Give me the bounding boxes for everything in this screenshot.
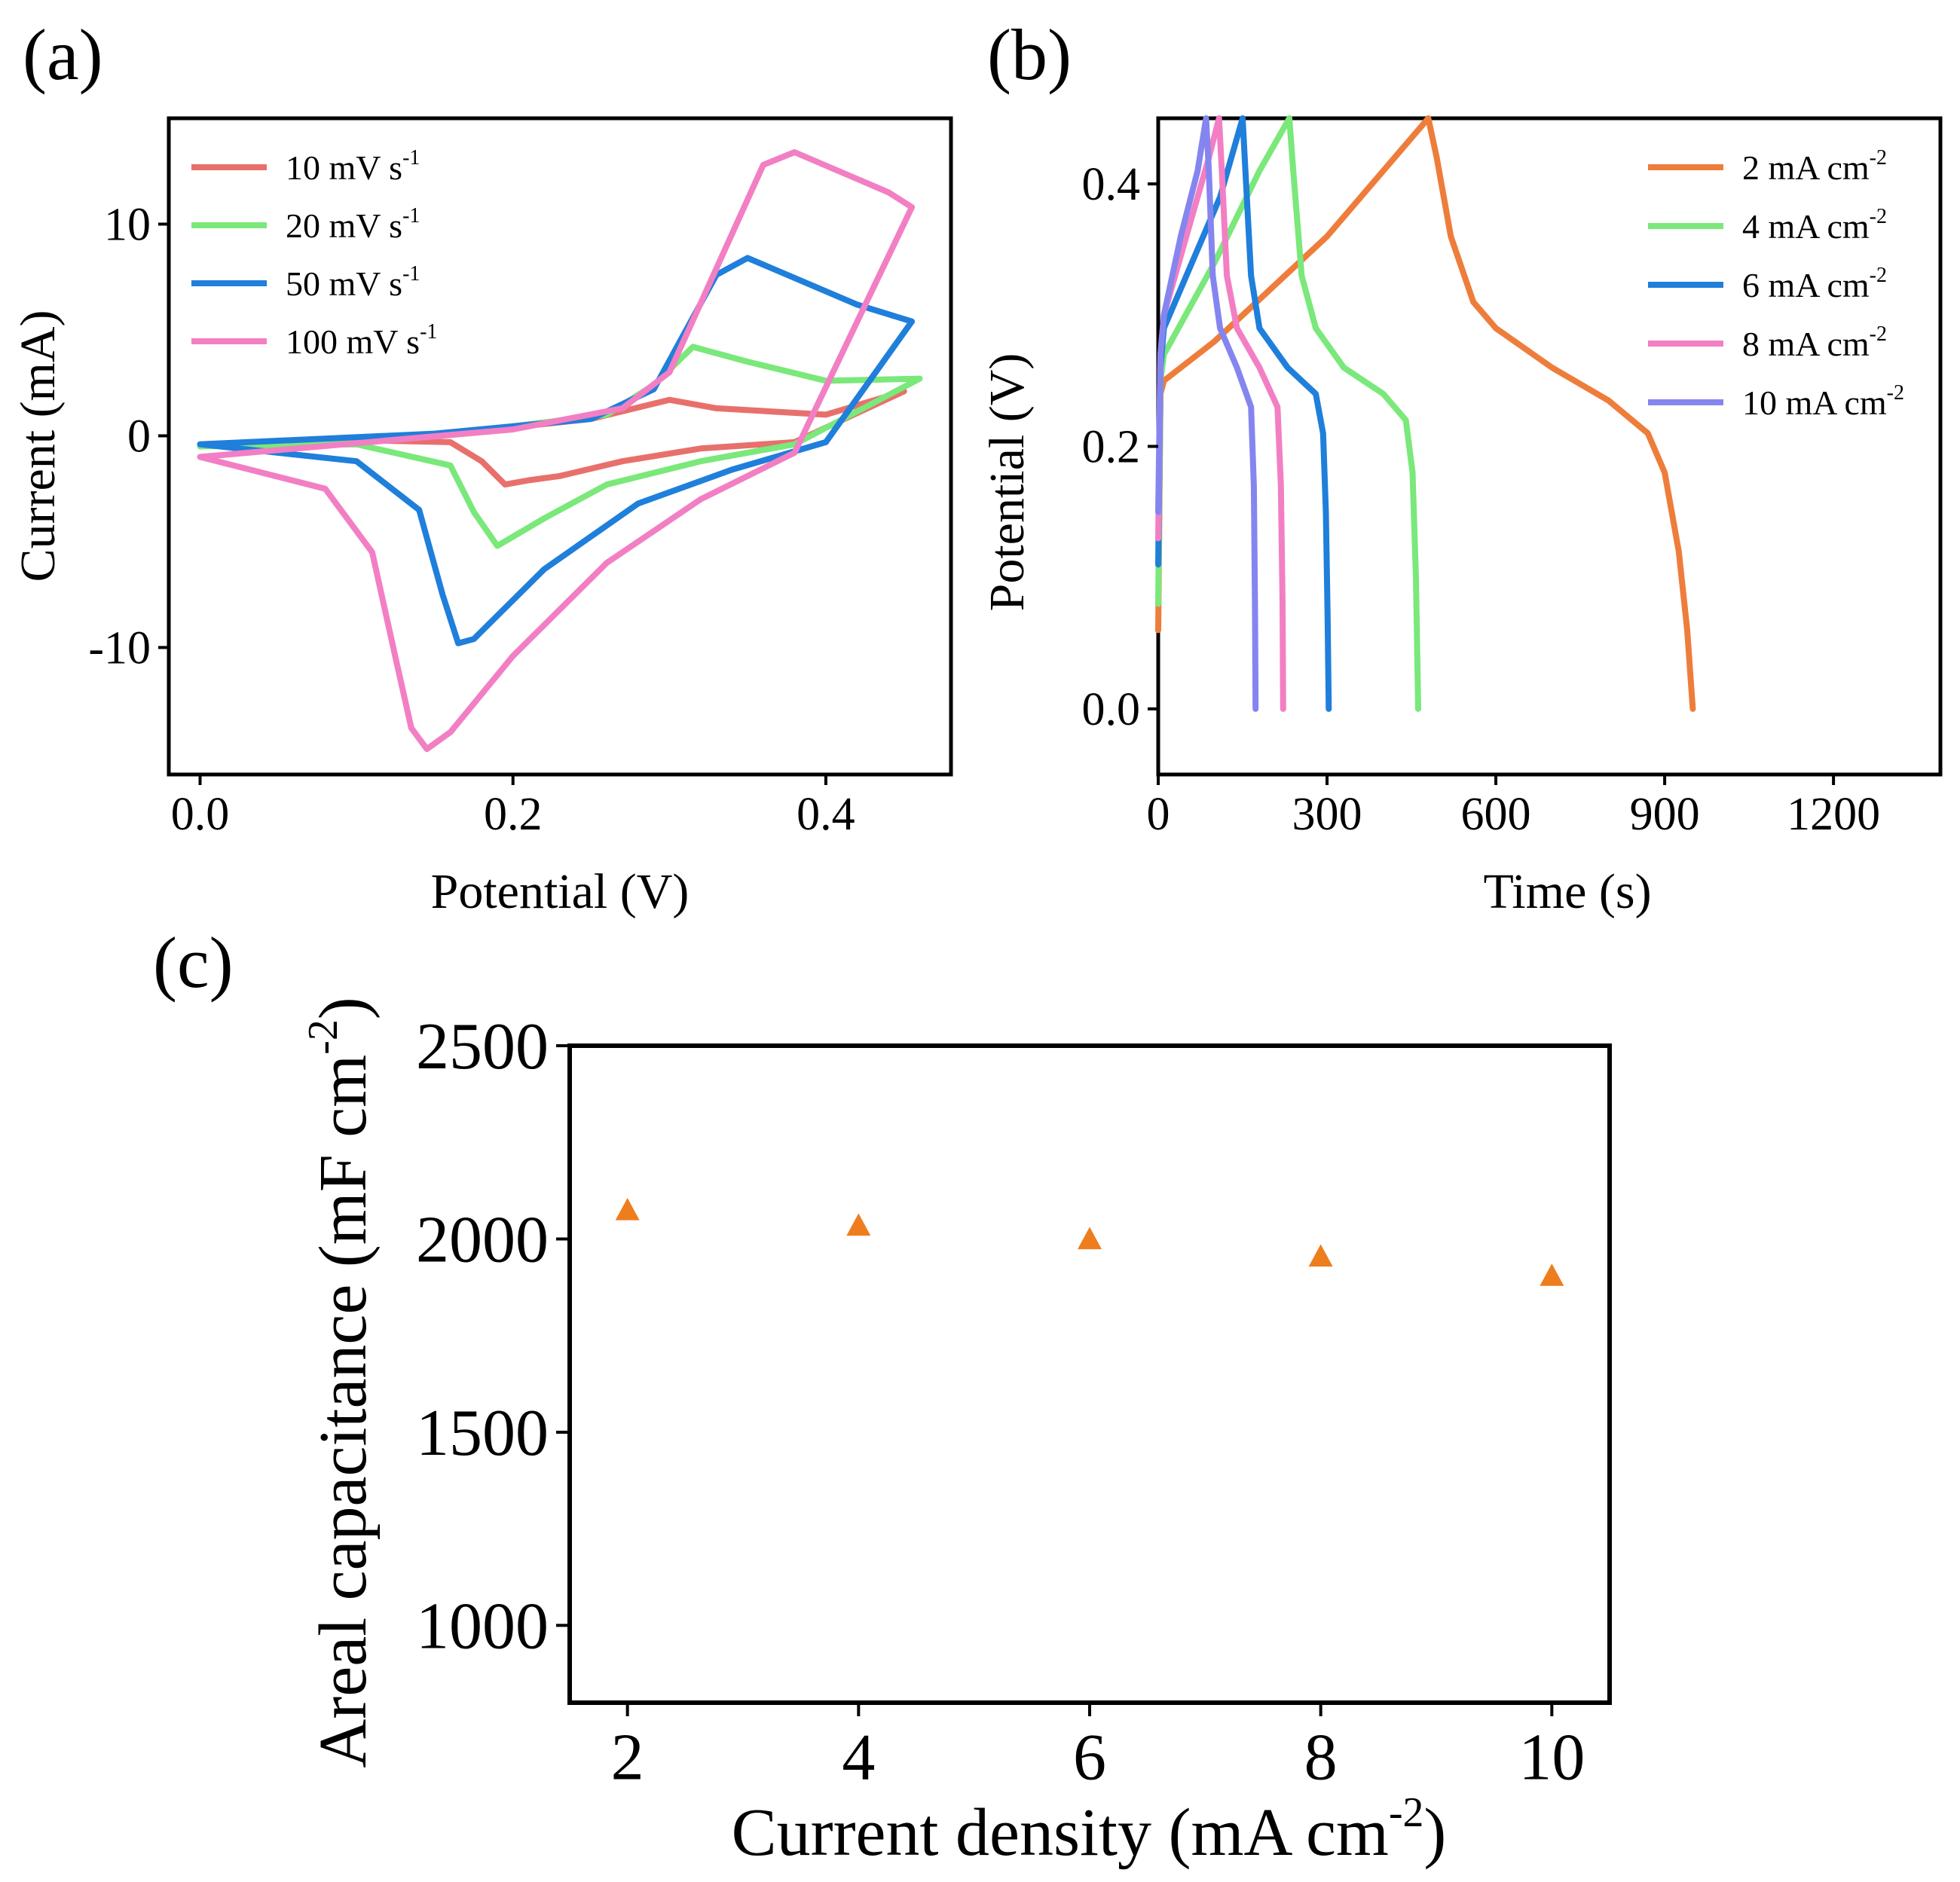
x-tick-label: 4 (842, 1722, 875, 1795)
y-tick-label: 2000 (416, 1203, 549, 1276)
series-line-10-mA-cm-2 (1155, 115, 1259, 712)
series-line-4-mA-cm-2 (1155, 115, 1421, 712)
legend-item: 4 mA cm-2 (1742, 205, 1887, 246)
legend-item: 6 mA cm-2 (1742, 264, 1887, 304)
x-tick-label: 1200 (1787, 789, 1880, 840)
legend-item: 8 mA cm-2 (1742, 322, 1887, 363)
data-point-triangle (846, 1213, 871, 1236)
x-tick-label: 8 (1304, 1722, 1338, 1795)
x-axis-title-b: Time (s) (1483, 864, 1651, 919)
chart-b: 0 300 600 900 1200 0.0 0.2 0.4 2 mA cm-2 4 mA c… (980, 115, 1943, 919)
data-point-triangle (1540, 1263, 1564, 1286)
legend-item: 20 mV s-1 (286, 204, 420, 245)
x-tick-label: 2 (611, 1722, 644, 1795)
legend-item: 10 mV s-1 (286, 146, 420, 187)
y-tick-label: 1000 (416, 1590, 549, 1663)
y-tick-label: 0.4 (1082, 159, 1141, 210)
y-tick-label: 10 (104, 200, 151, 251)
data-point-triangle (615, 1198, 640, 1221)
x-tick-label: 600 (1461, 789, 1531, 840)
series-line-2-mA-cm-2 (1155, 115, 1696, 712)
y-axis-title-b: Potential (V) (980, 353, 1035, 612)
y-axis-title-c: Areal capacitance (mF cm-2) (300, 997, 381, 1767)
data-point-triangle (1078, 1227, 1102, 1250)
plot-frame-a (167, 116, 953, 777)
y-tick-label: 0 (127, 411, 151, 463)
panel-label-c: (c) (153, 922, 234, 1003)
series-line-50-mV-s-1 (197, 255, 916, 646)
series-line-10-mV-s-1 (197, 388, 907, 488)
legend-item: 100 mV s-1 (286, 320, 437, 361)
chart-c: 2 4 6 8 10 2500 2000 1500 1000 Current density … (300, 997, 1612, 1870)
x-tick-label: 0.2 (484, 789, 543, 840)
x-tick-label: 300 (1292, 789, 1362, 840)
legend-item: 2 mA cm-2 (1742, 146, 1887, 187)
legend-item: 50 mV s-1 (286, 262, 420, 303)
y-tick-label: 0.0 (1082, 684, 1141, 735)
x-axis-title-a: Potential (V) (431, 864, 690, 919)
series-line-6-mA-cm-2 (1155, 115, 1332, 712)
series-line-100-mV-s-1 (197, 149, 916, 753)
x-axis-title-c: Current density (mA cm-2) (732, 1789, 1447, 1870)
x-tick-label: 900 (1630, 789, 1700, 840)
y-tick-label: 1500 (416, 1397, 549, 1470)
data-point-triangle (1308, 1244, 1333, 1267)
chart-a: 0.0 0.2 0.4 10 0 -10 10 mV s-1 20 mV s-1 50 mV… (11, 116, 953, 919)
panel-label-b: (b) (987, 14, 1072, 95)
legend-item: 10 mA cm-2 (1742, 381, 1904, 422)
panel-label-a: (a) (23, 14, 103, 95)
y-tick-label: -10 (88, 622, 151, 674)
plot-frame-c (567, 1043, 1612, 1705)
x-tick-label: 0 (1147, 789, 1170, 840)
x-tick-label: 10 (1518, 1722, 1585, 1795)
x-tick-label: 0.0 (171, 789, 230, 840)
x-tick-label: 0.4 (797, 789, 855, 840)
y-tick-label: 2500 (416, 1010, 549, 1083)
series-line-8-mA-cm-2 (1155, 115, 1286, 712)
x-tick-label: 6 (1073, 1722, 1106, 1795)
y-axis-title-a: Current (mA) (11, 310, 66, 582)
y-tick-label: 0.2 (1082, 422, 1141, 473)
